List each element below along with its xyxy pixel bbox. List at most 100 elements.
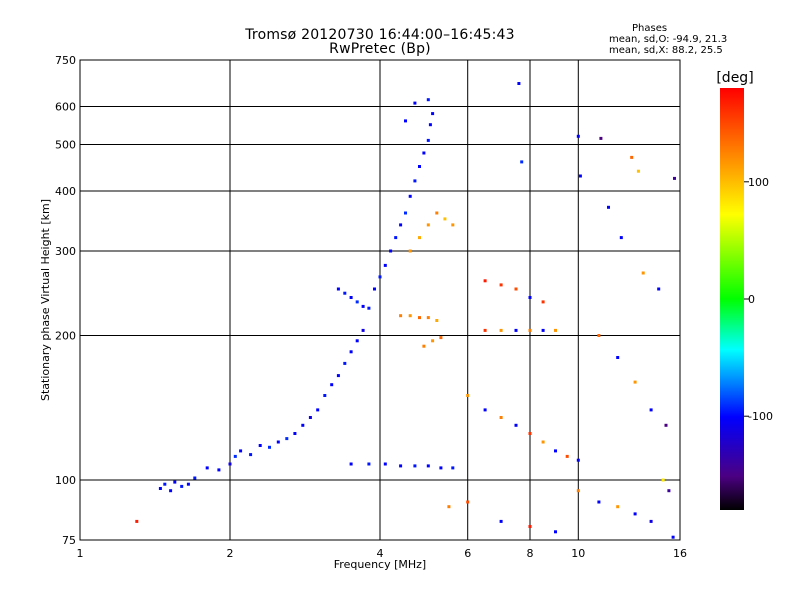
data-point bbox=[399, 464, 403, 468]
data-point bbox=[367, 306, 371, 310]
data-point bbox=[193, 476, 197, 480]
data-point bbox=[514, 423, 518, 427]
data-point bbox=[343, 291, 347, 295]
data-point bbox=[399, 314, 403, 318]
data-point bbox=[276, 440, 280, 444]
data-point bbox=[541, 328, 545, 332]
data-point bbox=[636, 169, 640, 173]
data-point bbox=[383, 263, 387, 267]
data-point bbox=[258, 444, 262, 447]
x-tick-label: 10 bbox=[571, 547, 585, 560]
data-point bbox=[520, 160, 524, 164]
data-point bbox=[578, 174, 582, 178]
data-point bbox=[466, 394, 470, 397]
y-tick-label: 300 bbox=[55, 245, 76, 258]
data-point bbox=[528, 432, 532, 435]
data-point bbox=[499, 519, 503, 523]
data-point bbox=[528, 525, 532, 528]
data-point bbox=[633, 380, 637, 384]
data-point bbox=[373, 287, 376, 291]
data-point bbox=[349, 296, 353, 299]
data-point bbox=[418, 316, 421, 320]
data-point bbox=[361, 304, 365, 308]
colorbar-tick-label: 100 bbox=[748, 176, 769, 189]
data-point bbox=[517, 82, 521, 85]
data-point bbox=[408, 249, 412, 253]
data-point bbox=[599, 136, 603, 140]
x-tick-label: 16 bbox=[673, 547, 687, 560]
colorbar-tick-label: -100 bbox=[748, 410, 773, 423]
data-point bbox=[664, 423, 668, 427]
data-point bbox=[443, 217, 447, 221]
data-point bbox=[413, 464, 417, 468]
data-point bbox=[671, 535, 675, 539]
data-point bbox=[607, 205, 610, 209]
data-point bbox=[343, 361, 347, 365]
x-axis-label: Frequency [MHz] bbox=[334, 558, 426, 571]
data-point bbox=[630, 155, 634, 159]
data-point bbox=[576, 489, 580, 493]
colorbar bbox=[720, 88, 744, 510]
stats-o-line: mean, sd,O: -94.9, 21.3 bbox=[609, 34, 728, 45]
data-point bbox=[541, 440, 545, 444]
data-point bbox=[616, 505, 620, 509]
data-point bbox=[336, 287, 340, 291]
data-point bbox=[483, 279, 487, 283]
data-point bbox=[439, 336, 443, 340]
data-point bbox=[554, 449, 557, 453]
data-point bbox=[499, 416, 503, 419]
data-point bbox=[355, 300, 359, 304]
data-point bbox=[576, 134, 580, 138]
data-point bbox=[249, 453, 253, 457]
data-point bbox=[649, 408, 653, 412]
y-tick-label: 75 bbox=[62, 534, 76, 547]
data-point bbox=[619, 236, 623, 240]
data-point bbox=[404, 119, 407, 123]
data-point bbox=[217, 468, 221, 472]
data-point bbox=[389, 249, 393, 253]
data-point bbox=[641, 271, 645, 275]
data-point bbox=[447, 505, 451, 509]
y-axis-ticks: 75 100 200 300 400 500 600 750 bbox=[55, 54, 76, 547]
data-point bbox=[180, 484, 184, 488]
data-point bbox=[483, 408, 487, 412]
data-point bbox=[394, 236, 398, 240]
data-point bbox=[439, 466, 443, 470]
data-point bbox=[428, 123, 432, 127]
data-point bbox=[616, 356, 620, 359]
data-point bbox=[186, 482, 190, 486]
stats-heading: Phases bbox=[632, 23, 668, 34]
data-point bbox=[330, 383, 334, 387]
data-point bbox=[158, 487, 162, 490]
data-point bbox=[426, 464, 430, 468]
data-point bbox=[514, 287, 518, 291]
data-point bbox=[367, 462, 371, 466]
data-point bbox=[418, 165, 421, 168]
data-point bbox=[413, 101, 417, 105]
data-point bbox=[355, 339, 359, 343]
data-point bbox=[285, 437, 289, 441]
data-point bbox=[336, 374, 340, 378]
plot-grid bbox=[80, 60, 680, 540]
x-axis-ticks: 1 2 4 6 8 10 16 bbox=[77, 547, 688, 560]
colorbar-label: [deg] bbox=[716, 70, 753, 86]
colorbar-tick-label: 0 bbox=[748, 293, 755, 306]
data-point bbox=[399, 223, 403, 227]
plot-frame bbox=[79, 59, 681, 541]
x-tick-label: 6 bbox=[464, 547, 471, 560]
data-point bbox=[597, 500, 601, 504]
stats-x-line: mean, sd,X: 88.2, 25.5 bbox=[609, 45, 723, 56]
x-tick-label: 1 bbox=[77, 547, 84, 560]
data-point bbox=[422, 151, 426, 155]
data-point bbox=[499, 283, 503, 287]
data-point bbox=[163, 482, 167, 486]
data-point bbox=[435, 319, 439, 322]
data-point bbox=[435, 211, 439, 215]
data-point bbox=[451, 466, 455, 470]
data-point bbox=[657, 287, 661, 291]
data-point bbox=[597, 334, 601, 337]
data-point bbox=[528, 296, 532, 299]
data-point bbox=[316, 408, 320, 412]
data-point bbox=[408, 194, 412, 198]
data-point bbox=[418, 236, 421, 240]
